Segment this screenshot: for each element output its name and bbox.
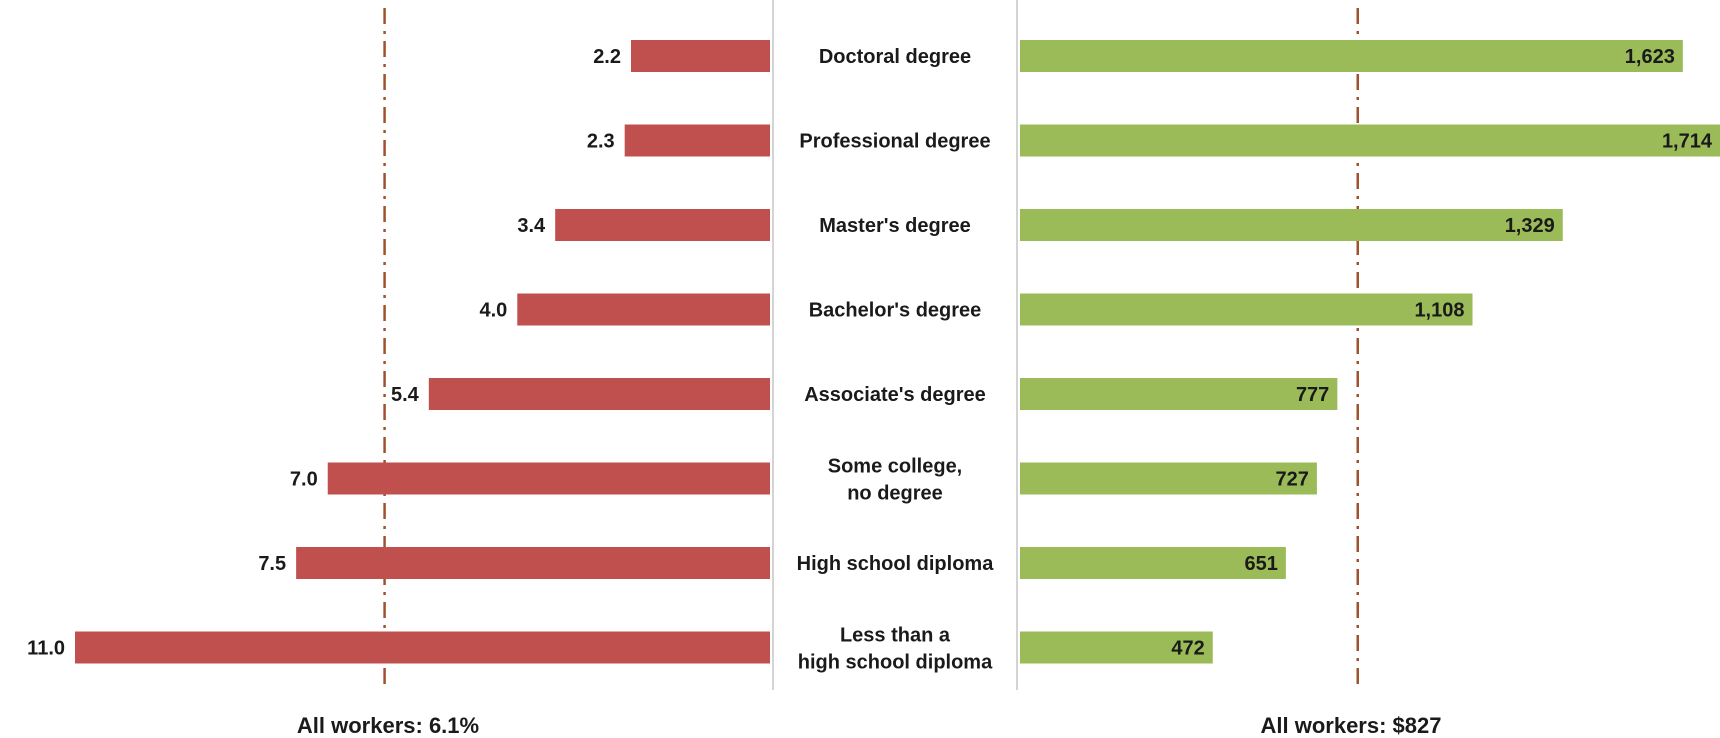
- earnings-bar: [1020, 209, 1563, 241]
- earnings-value-label: 1,108: [1414, 300, 1464, 322]
- all-workers-earnings-label: All workers: $827: [1261, 713, 1442, 738]
- unemployment-bar: [555, 209, 770, 241]
- category-label-line: high school diploma: [798, 652, 993, 674]
- unemployment-bars: [75, 40, 770, 664]
- category-label: Associate's degree: [804, 384, 986, 406]
- category-label-line: Less than a: [840, 625, 951, 647]
- category-label: Master's degree: [819, 215, 971, 237]
- category-label: Some college, no degree: [828, 456, 963, 505]
- reference-lines: [383, 8, 1359, 690]
- unemployment-value-label: 7.0: [290, 469, 318, 491]
- unemployment-value-label: 2.2: [593, 46, 621, 68]
- unemployment-value-label: 3.4: [517, 215, 546, 237]
- value-labels: 2.2 2.3 3.4 4.0 5.4 7.0 7.5 11.0 1,623 1,714 1,329…: [27, 46, 1713, 660]
- unemployment-bar: [624, 124, 770, 157]
- earnings-bar: [1020, 547, 1286, 579]
- unemployment-bar: [327, 462, 770, 495]
- earnings-value-label: 1,714: [1662, 131, 1713, 153]
- category-label: High school diploma: [797, 553, 995, 575]
- earnings-bar: [1020, 462, 1317, 495]
- earnings-bar: [1020, 378, 1338, 410]
- unemployment-bar: [631, 40, 770, 72]
- earnings-value-label: 777: [1296, 384, 1329, 406]
- category-label: Doctoral degree: [819, 46, 971, 68]
- earnings-bar: [1020, 40, 1683, 72]
- earnings-value-label: 727: [1276, 469, 1309, 491]
- category-label-line: no degree: [847, 483, 943, 505]
- earnings-bar: [1020, 631, 1213, 664]
- earnings-value-label: 1,329: [1505, 215, 1555, 237]
- category-label: Bachelor's degree: [809, 300, 982, 322]
- category-label: Less than a high school diploma: [798, 625, 993, 674]
- earnings-bars: [1020, 40, 1720, 664]
- category-label: Professional degree: [799, 131, 990, 153]
- unemployment-value-label: 7.5: [258, 553, 286, 575]
- earnings-value-label: 651: [1244, 553, 1277, 575]
- unemployment-bar: [428, 378, 770, 410]
- unemployment-bar: [517, 293, 770, 326]
- unemployment-value-label: 11.0: [27, 638, 65, 660]
- unemployment-bar: [296, 547, 770, 579]
- unemployment-value-label: 5.4: [391, 384, 420, 406]
- category-label-line: Some college,: [828, 456, 963, 478]
- unemployment-bar: [75, 631, 770, 664]
- all-workers-unemployment-label: All workers: 6.1%: [297, 713, 479, 738]
- earnings-value-label: 1,623: [1625, 46, 1675, 68]
- earnings-value-label: 472: [1171, 638, 1204, 660]
- earnings-bar: [1020, 293, 1473, 326]
- earnings-bar: [1020, 124, 1720, 157]
- unemployment-value-label: 2.3: [587, 131, 615, 153]
- category-labels: Doctoral degree Professional degree Master…: [797, 46, 995, 674]
- unemployment-value-label: 4.0: [479, 300, 507, 322]
